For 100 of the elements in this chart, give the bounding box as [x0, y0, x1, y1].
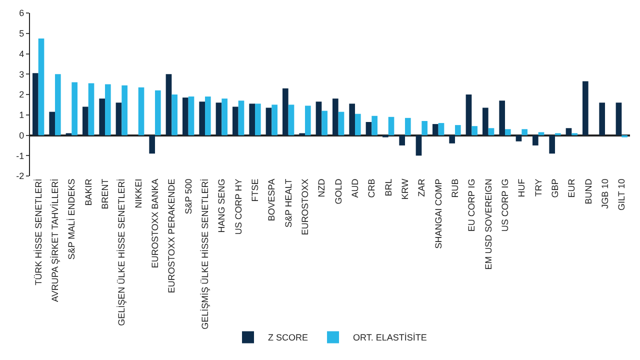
- bar: [472, 126, 478, 136]
- bar: [499, 100, 505, 136]
- bar: [549, 135, 555, 154]
- bar: [82, 106, 88, 136]
- bar: [288, 104, 294, 136]
- bar: [188, 96, 194, 136]
- x-tick-label: SHANGAI COMP: [433, 178, 444, 249]
- bar: [582, 81, 588, 136]
- bar: [266, 108, 272, 136]
- y-tick-label: -1: [16, 150, 24, 161]
- bar: [482, 108, 488, 136]
- bar: [399, 135, 405, 146]
- x-tick-label: KRW: [400, 178, 410, 200]
- bar: [222, 98, 228, 136]
- bar: [155, 90, 161, 136]
- x-tick-label: NZD: [316, 178, 327, 198]
- bar: [138, 87, 144, 136]
- x-tick-label: BRENT: [100, 178, 110, 210]
- bar: [522, 129, 528, 136]
- bar: [49, 112, 55, 136]
- bar: [199, 102, 205, 136]
- x-tick-label: EUROSTOXX PERAKENDE: [166, 178, 177, 294]
- bar: [249, 104, 255, 136]
- bar: [305, 106, 311, 136]
- x-tick-label: GBP: [550, 178, 560, 198]
- legend-label: Z SCORE: [268, 332, 308, 343]
- bar: [532, 135, 538, 146]
- bar: [355, 114, 361, 136]
- x-tick-label: BAKIR: [83, 178, 94, 206]
- bar: [538, 132, 544, 136]
- bar: [105, 84, 111, 136]
- bar: [282, 88, 288, 136]
- x-tick-label: HUF: [516, 178, 527, 198]
- bar: [238, 100, 244, 136]
- bar: [72, 82, 78, 136]
- x-tick-label: EUROSTOXX BANKA: [150, 178, 160, 268]
- x-tick-label: BRL: [383, 178, 394, 196]
- bar: [405, 118, 411, 136]
- bar: [316, 102, 322, 136]
- bar: [182, 98, 188, 136]
- y-tick-label: 2: [19, 90, 24, 100]
- bar: [616, 102, 622, 136]
- x-tick-label: BOVESPA: [266, 178, 277, 222]
- bar: [149, 135, 155, 154]
- bar: [438, 123, 444, 136]
- bar: [505, 129, 511, 136]
- bar: [122, 85, 128, 136]
- bar: [205, 96, 211, 136]
- bar: [516, 135, 522, 142]
- y-tick-label: -2: [16, 171, 24, 182]
- x-tick-label: S&P 500: [183, 178, 194, 214]
- bar: [388, 116, 394, 136]
- y-tick-label: 1: [19, 110, 24, 120]
- x-tick-label: RUB: [450, 178, 460, 198]
- x-tick-label: EU CORP IG: [466, 178, 477, 232]
- bar: [232, 106, 238, 136]
- bar: [172, 94, 178, 136]
- y-tick-label: 3: [19, 69, 24, 80]
- bar: [116, 102, 122, 136]
- bar: [599, 102, 605, 136]
- bar: [38, 38, 44, 136]
- x-tick-label: BUND: [583, 178, 594, 204]
- bar: [322, 110, 328, 136]
- bar: [338, 112, 344, 136]
- y-tick-label: 0: [19, 130, 24, 140]
- bar: [99, 98, 105, 136]
- bar: [349, 104, 355, 136]
- bar: [216, 102, 222, 136]
- x-tick-label: AVRUPA ŞİRKET TAHVİLLERİ: [50, 178, 60, 302]
- bar: [466, 94, 472, 136]
- x-tick-label: FTSE: [250, 178, 260, 202]
- x-tick-label: CRB: [366, 178, 377, 198]
- x-tick-label: GELİŞMİŞ ÜLKE HİSSE SENETLERİ: [200, 178, 210, 330]
- x-tick-label: EUR: [566, 178, 577, 198]
- x-tick-label: AUD: [350, 178, 360, 198]
- x-tick-label: ZAR: [416, 178, 427, 197]
- x-tick-label: GELİŞEN ÜLKE HİSSE SENETLERİ: [116, 178, 127, 326]
- x-tick-label: S&P MALİ ENDEKS: [66, 178, 77, 260]
- bar: [416, 135, 422, 156]
- x-tick-label: EUROSTOXX: [300, 178, 310, 236]
- x-tick-label: GILT 10: [616, 178, 627, 210]
- bar: [372, 116, 378, 136]
- y-tick-label: 5: [19, 28, 24, 39]
- bar: [88, 83, 94, 136]
- x-tick-label: JGB 10: [600, 178, 610, 209]
- y-tick-label: 4: [19, 48, 24, 59]
- y-tick-label: 6: [19, 8, 24, 18]
- legend-label: ORT. ELASTİSİTE: [353, 332, 427, 343]
- x-tick-label: TÜRK HİSSE SENETLERİ: [33, 178, 44, 286]
- bar: [432, 124, 438, 136]
- bar: [32, 73, 38, 136]
- bar: [488, 128, 494, 136]
- bar: [449, 135, 455, 144]
- bar: [422, 120, 428, 136]
- x-tick-label: EM USD SOVEREIGN: [483, 178, 494, 270]
- bar: [566, 128, 572, 136]
- x-tick-label: NIKKEI: [133, 178, 144, 208]
- bar: [166, 74, 172, 136]
- x-tick-label: US CORP HY: [233, 178, 244, 235]
- bar: [455, 125, 461, 136]
